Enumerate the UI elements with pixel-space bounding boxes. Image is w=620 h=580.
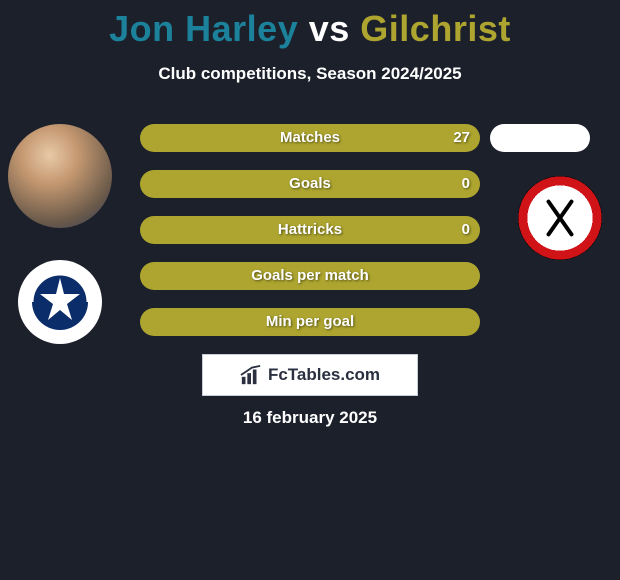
- club-founded-year: 1889: [518, 243, 602, 252]
- stat-row: Matches27: [140, 124, 480, 152]
- stat-label: Goals per match: [140, 262, 480, 290]
- stat-value-right: 0: [462, 170, 470, 198]
- player1-club-badge: [18, 260, 102, 344]
- player2-name: Gilchrist: [360, 8, 511, 49]
- stat-label: Min per goal: [140, 308, 480, 336]
- stat-row: Goals per match: [140, 262, 480, 290]
- player2-club-badge: 1889: [518, 176, 602, 260]
- player2-pill: [490, 124, 590, 152]
- player1-name: Jon Harley: [109, 8, 298, 49]
- crossed-swords-icon: [540, 198, 580, 238]
- comparison-title: Jon Harley vs Gilchrist: [0, 0, 620, 50]
- brand-text: FcTables.com: [268, 365, 380, 385]
- player1-photo: [8, 124, 112, 228]
- stat-value-right: 27: [453, 124, 470, 152]
- snapshot-date: 16 february 2025: [0, 408, 620, 428]
- vs-text: vs: [309, 8, 350, 49]
- stat-label: Goals: [140, 170, 480, 198]
- subtitle: Club competitions, Season 2024/2025: [0, 64, 620, 84]
- stats-container: Matches27Goals0Hattricks0Goals per match…: [140, 124, 480, 354]
- stat-row: Min per goal: [140, 308, 480, 336]
- stat-label: Matches: [140, 124, 480, 152]
- stat-label: Hattricks: [140, 216, 480, 244]
- portsmouth-badge-icon: [30, 272, 90, 332]
- stat-row: Goals0: [140, 170, 480, 198]
- stat-row: Hattricks0: [140, 216, 480, 244]
- stat-value-right: 0: [462, 216, 470, 244]
- bar-chart-icon: [240, 364, 262, 386]
- brand-watermark: FcTables.com: [202, 354, 418, 396]
